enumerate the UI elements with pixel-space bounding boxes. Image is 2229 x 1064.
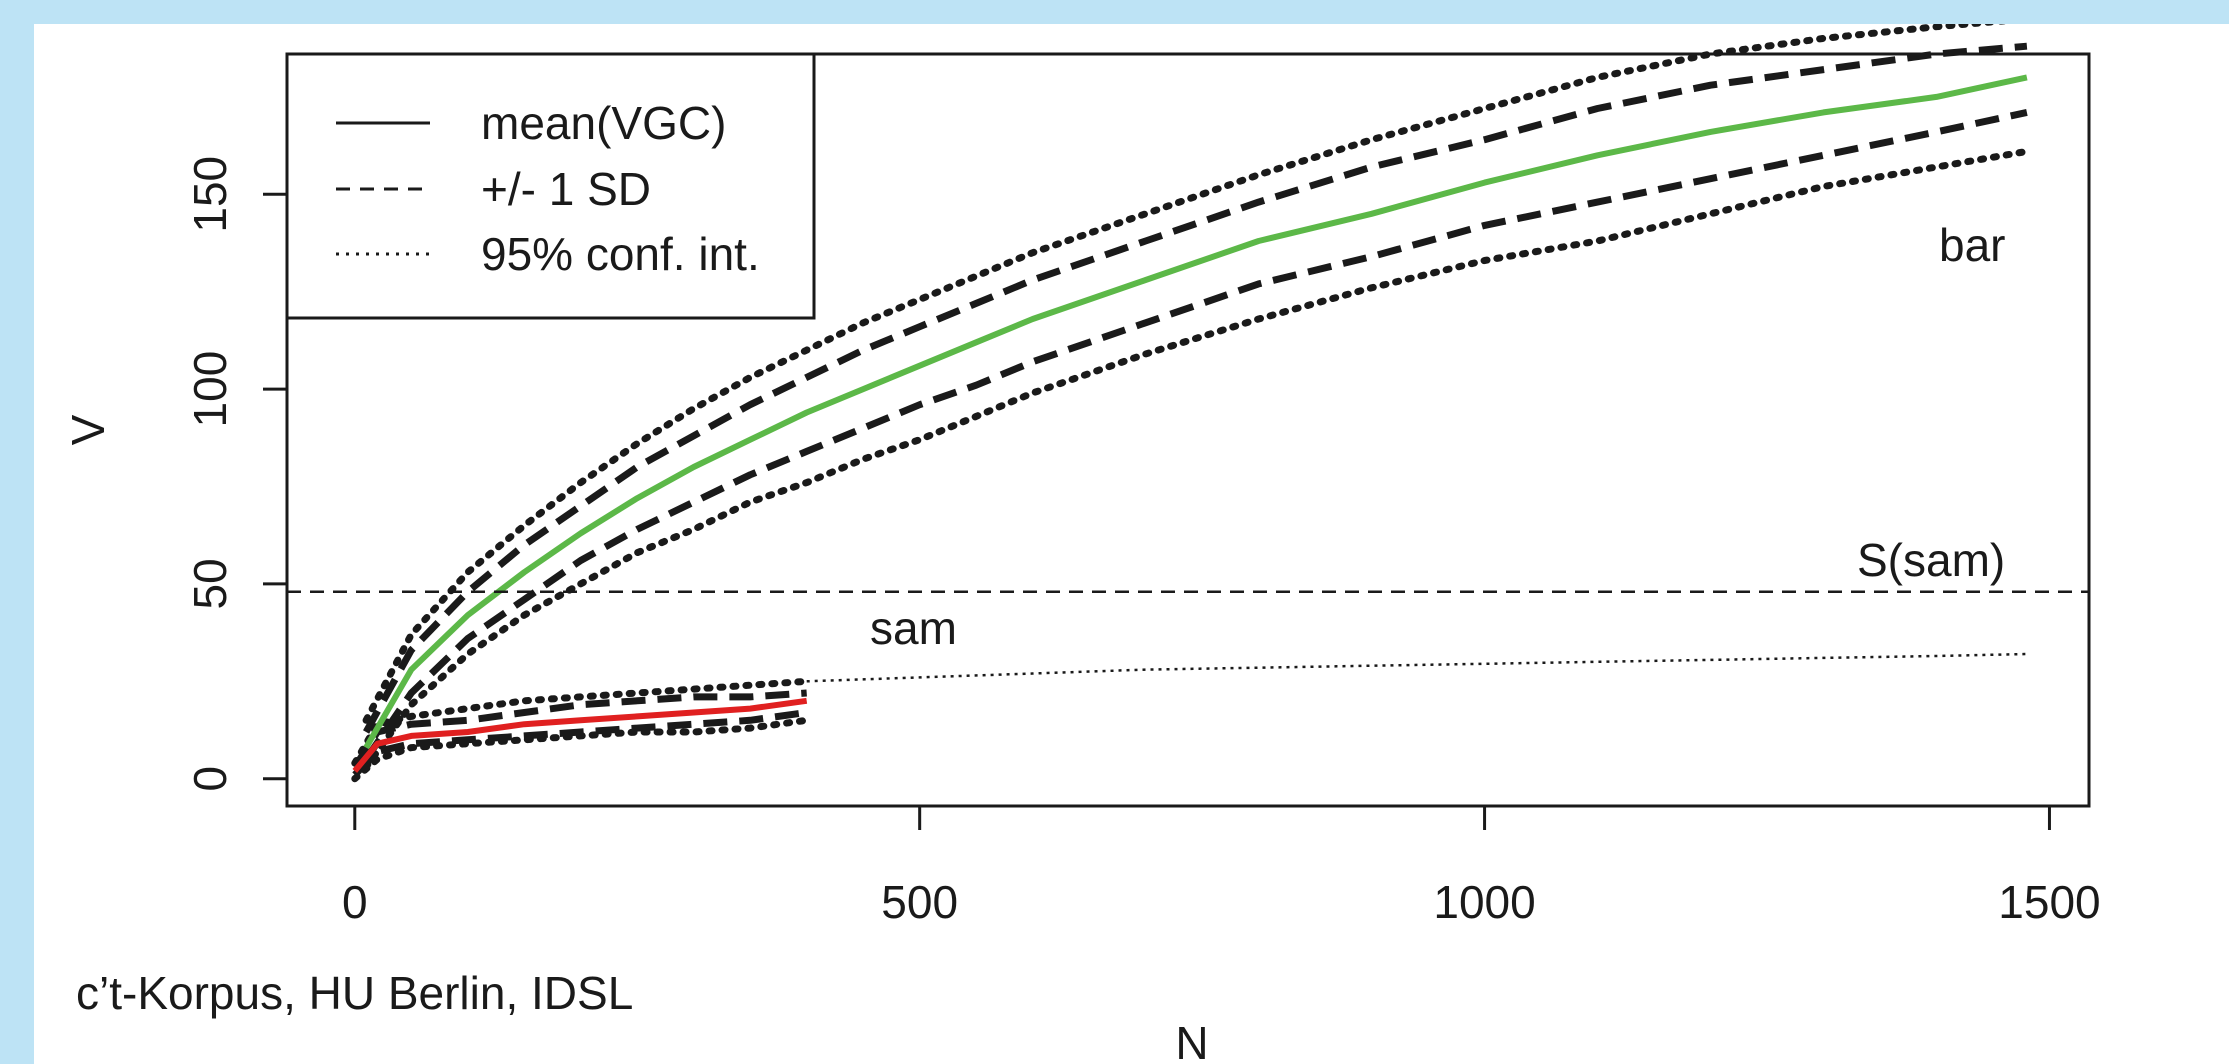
sam-lower-ci-line — [351, 716, 811, 783]
x-axis: 0 500 1000 1500 — [342, 804, 2101, 928]
legend: mean(VGC) +/- 1 SD 95% conf. int. — [285, 52, 816, 320]
x-tick-label: 500 — [881, 876, 958, 928]
sam-upper-ci-line — [351, 677, 811, 767]
bar-upper-ci-line — [362, 24, 2009, 724]
y-tick-label: 50 — [184, 558, 236, 609]
chart-frame: 0 500 1000 1500 0 50 100 150 N V bar sam S(sam… — [34, 24, 2229, 1064]
x-axis-title: N — [1175, 1017, 1208, 1064]
sam-lower-sd-line — [352, 709, 808, 778]
sam-upper-sd-line — [351, 689, 807, 769]
corpus-caption: c’t-Korpus, HU Berlin, IDSL — [76, 967, 633, 1019]
annotation-s-sam: S(sam) — [1857, 534, 2005, 586]
x-tick-label: 1000 — [1433, 876, 1535, 928]
sam-extrapolation-line — [806, 652, 2027, 683]
y-axis-title: V — [62, 414, 114, 445]
x-tick-label: 1500 — [1998, 876, 2100, 928]
y-tick-label: 0 — [184, 766, 236, 792]
plot-series — [351, 24, 2031, 783]
x-tick-label: 0 — [342, 876, 368, 928]
legend-label-sd: +/- 1 SD — [481, 163, 651, 215]
y-axis: 0 50 100 150 — [184, 156, 289, 792]
bar-lower-ci-line — [362, 147, 2031, 771]
legend-label-ci: 95% conf. int. — [481, 228, 760, 280]
legend-label-mean: mean(VGC) — [481, 97, 726, 149]
annotation-bar: bar — [1939, 219, 2005, 271]
legend-box — [285, 52, 816, 320]
annotation-sam: sam — [870, 602, 957, 654]
sam-mean-line — [352, 697, 808, 773]
vocabulary-growth-chart: 0 500 1000 1500 0 50 100 150 N V bar sam S(sam… — [62, 24, 2101, 1064]
bar-upper-sd-line — [363, 42, 2028, 734]
bar-mean-line — [363, 74, 2028, 750]
y-tick-label: 100 — [184, 351, 236, 428]
y-tick-label: 150 — [184, 156, 236, 233]
bar-lower-sd-line — [363, 108, 2028, 762]
